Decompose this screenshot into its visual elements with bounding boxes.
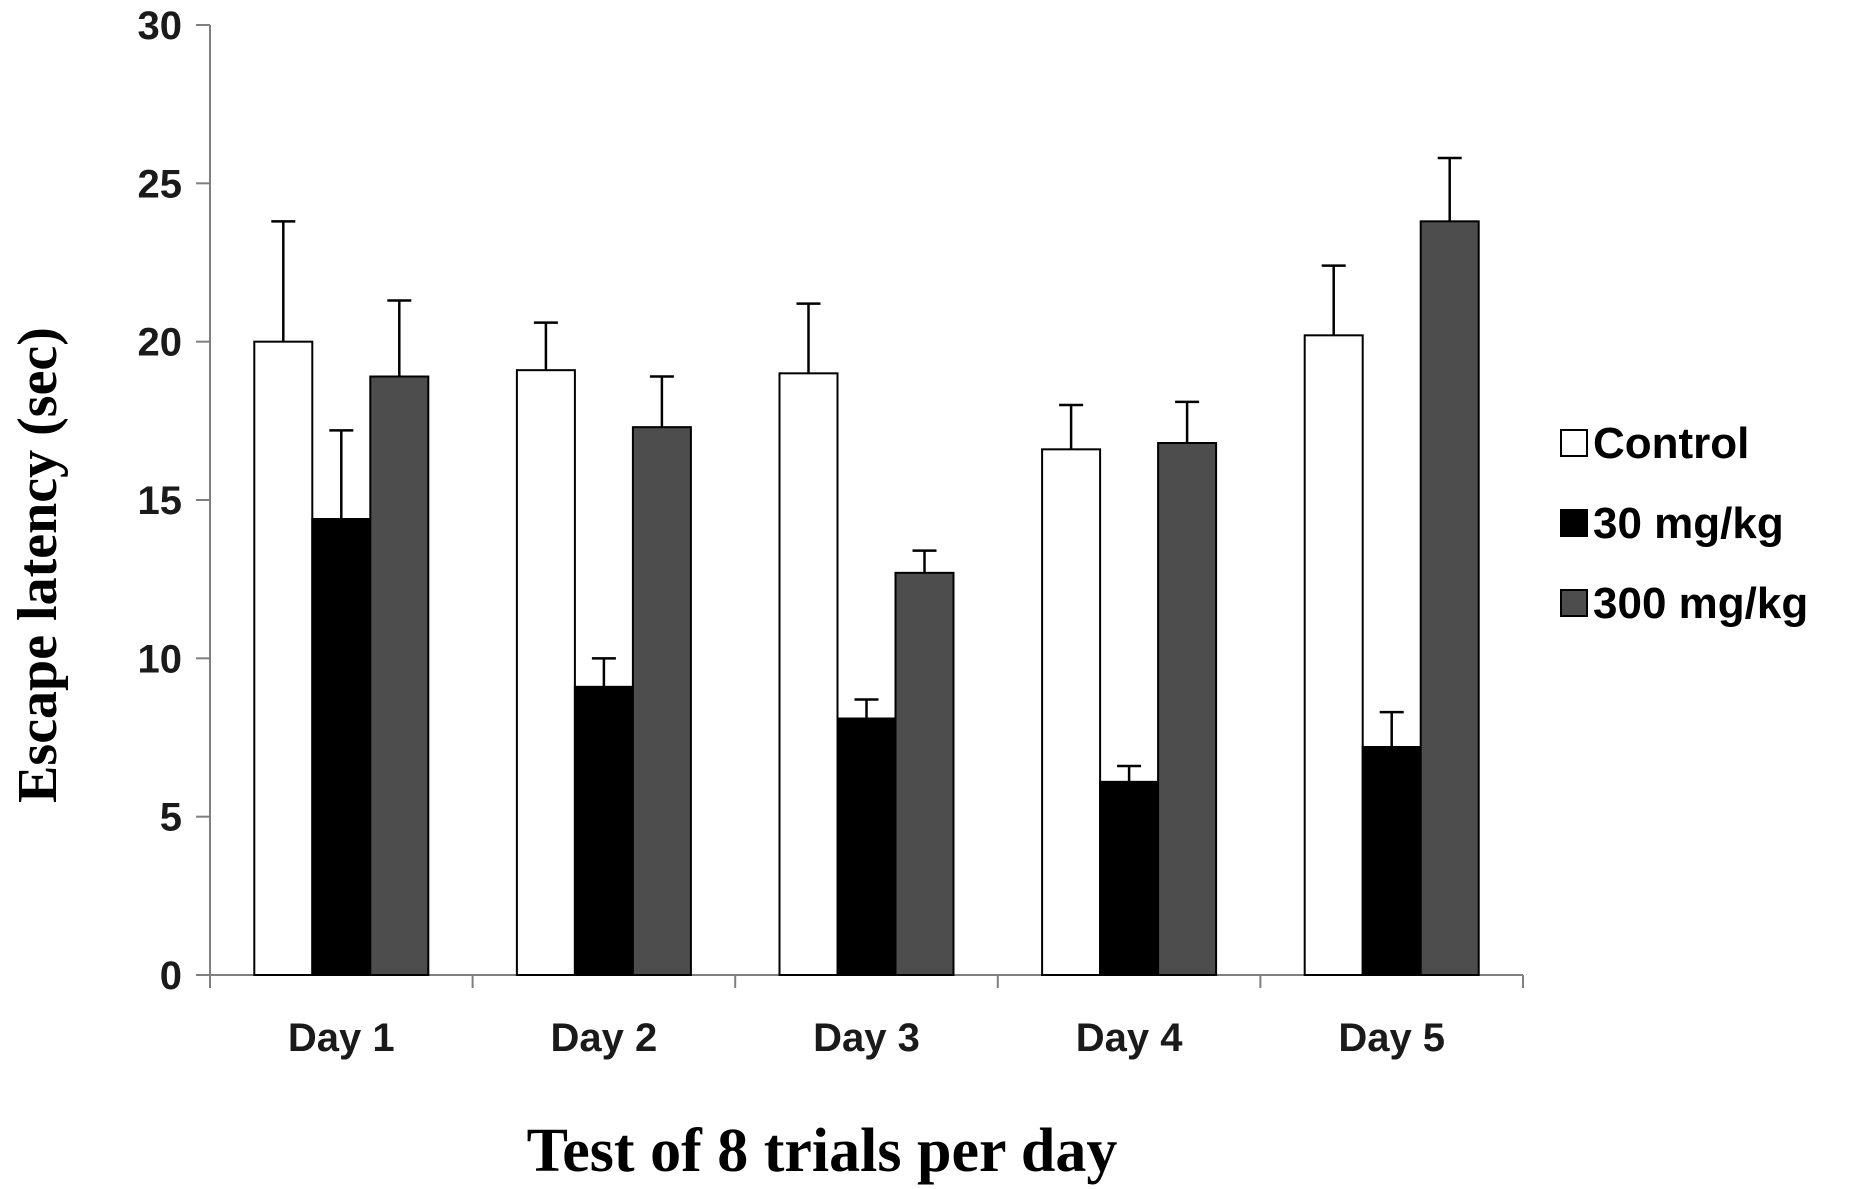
bar	[1099, 780, 1160, 976]
bar	[311, 518, 372, 976]
y-tick-label: 30	[138, 4, 183, 48]
legend-swatch	[1560, 429, 1588, 457]
bar	[369, 375, 430, 976]
bar	[1361, 746, 1422, 976]
bar	[836, 717, 897, 976]
bar	[1157, 442, 1218, 976]
error-bars	[271, 156, 1462, 782]
legend-swatch	[1560, 509, 1588, 537]
bar	[253, 340, 314, 976]
y-axis: 0 5 10 15 20 25 30	[138, 4, 211, 998]
legend-label: 300 mg/kg	[1593, 579, 1808, 628]
legend-label: 30 mg/kg	[1593, 499, 1784, 548]
x-tick-label: Day 5	[1338, 1016, 1445, 1060]
y-tick-label: 0	[160, 954, 182, 998]
bar	[894, 571, 955, 976]
bar	[515, 369, 576, 976]
bar	[573, 685, 634, 976]
bar	[1303, 334, 1364, 977]
x-tick-label: Day 1	[288, 1016, 395, 1060]
y-tick-label: 15	[138, 479, 183, 523]
x-tick-label: Day 4	[1076, 1016, 1183, 1060]
y-tick-label: 20	[138, 321, 183, 365]
x-axis-title: Test of 8 trials per day	[527, 1117, 1118, 1185]
bar	[778, 372, 839, 977]
legend-label: Control	[1593, 419, 1749, 468]
x-tick-label: Day 2	[551, 1016, 658, 1060]
bar	[1419, 220, 1480, 977]
x-axis: Day 1 Day 2 Day 3 Day 4 Day 5	[209, 974, 1524, 1060]
x-tick-label: Day 3	[813, 1016, 920, 1060]
y-tick-label: 10	[138, 637, 183, 681]
y-axis-title: Escape latency (sec)	[7, 327, 69, 803]
bar	[631, 426, 692, 976]
y-tick-label: 5	[160, 796, 182, 840]
bars	[253, 220, 1480, 977]
legend-swatch	[1560, 589, 1588, 617]
legend: Control 30 mg/kg 300 mg/kg	[1560, 419, 1808, 628]
bar	[1041, 448, 1102, 977]
y-tick-label: 25	[138, 162, 183, 206]
